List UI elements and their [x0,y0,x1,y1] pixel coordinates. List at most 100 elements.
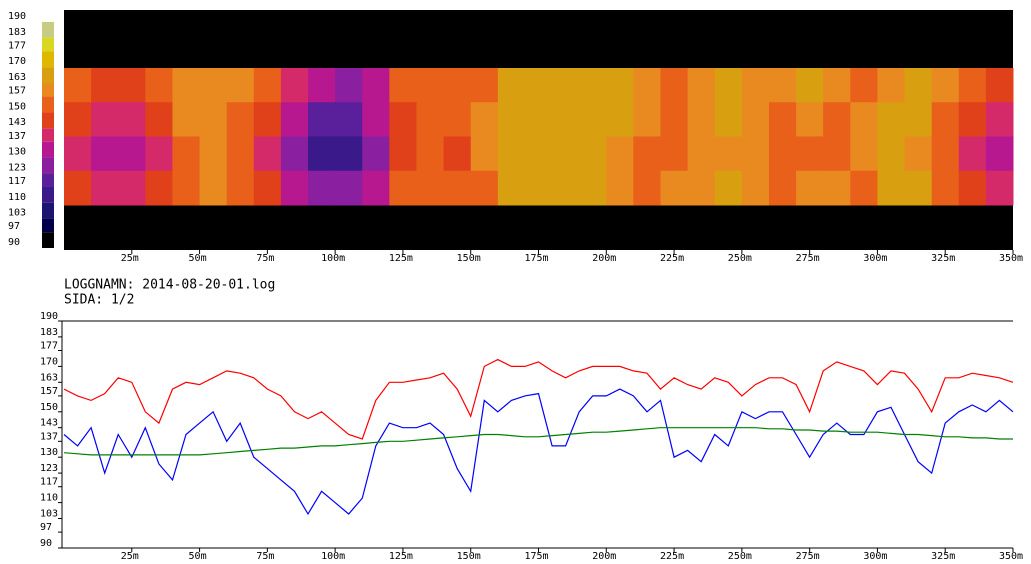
colorbar-band [42,173,54,187]
y-tick-label: 190 [40,311,58,322]
colorbar-band [42,96,54,113]
heat-cell [823,102,851,137]
y-tick-label: 137 [40,431,58,442]
heat-cell [579,136,607,172]
heat-cell [362,170,390,206]
y-tick-label: 143 [40,418,58,429]
y-tick-label: 177 [40,341,58,352]
heat-cell [308,68,336,103]
heat-cell [253,170,282,206]
y-tick-label: 183 [40,327,58,338]
heat-cell [335,170,363,206]
heat-cell [931,68,960,103]
heat-cell [660,136,689,172]
heat-cell [552,136,580,172]
y-tick-label: 157 [40,386,58,397]
colorbar-label: 163 [8,72,26,83]
heat-cell [796,68,824,103]
heat-cell [579,170,607,206]
heat-cell [91,170,119,206]
x-tick-label: 150m [457,253,481,264]
y-tick-label: 170 [40,356,58,367]
heat-cell [796,136,824,172]
heat-cell [633,136,662,172]
colorbar-label: 123 [8,162,26,173]
heat-cell [145,136,173,172]
heat-cell [416,170,445,206]
x-tick-label: 350m [999,253,1023,264]
y-tick-label: 110 [40,493,58,504]
colorbar-band [42,157,54,174]
heat-cell [741,170,770,206]
heat-cell [443,102,472,137]
colorbar-label: 190 [8,11,26,22]
colorbar-label: 110 [8,192,26,203]
x-tick-label: 275m [796,551,820,562]
heat-cell [253,102,282,137]
x-tick-label: 325m [931,253,955,264]
x-tick-label: 300m [863,551,887,562]
heat-cell [904,102,933,137]
heat-cell [470,136,499,172]
heat-cell [172,102,201,137]
heat-cell [118,170,146,206]
colorbar-label: 157 [8,86,26,97]
x-tick-label: 150m [457,551,481,562]
heat-cell [579,102,607,137]
colorbar-band [42,67,54,84]
heat-cell [118,102,146,137]
heat-cell [524,136,553,172]
heat-cell [308,170,336,206]
heat-cell [714,102,743,137]
heat-cell [958,102,987,137]
colorbar-band [42,37,54,52]
x-tick-label: 300m [863,253,887,264]
heat-cell [552,170,580,206]
colorbar-label: 183 [8,27,26,38]
heat-cell [958,170,987,206]
heat-cell [118,136,146,172]
heat-cell [497,102,526,137]
heat-cell [714,170,743,206]
colorbar-label: 90 [8,237,20,248]
heat-cell [958,136,987,172]
heat-cell [768,102,797,137]
heat-cell [741,136,770,172]
x-tick-label: 175m [524,551,548,562]
heat-cell [552,102,580,137]
colorbar-label: 97 [8,221,20,232]
heat-cell [823,68,851,103]
heat-cell [389,68,417,103]
x-tick-label: 75m [256,551,274,562]
x-tick-label: 200m [592,253,616,264]
heat-cell [904,68,933,103]
heat-cell [660,170,689,206]
heat-cell [172,136,201,172]
heat-cell [877,136,906,172]
heat-cell [362,102,390,137]
heat-cell [362,136,390,172]
heat-cell [877,170,906,206]
heat-cell [823,170,851,206]
heat-cell [985,136,1014,172]
x-tick-label: 350m [999,551,1023,562]
log-name: LOGGNAMN: 2014-08-20-01.log [64,278,275,293]
heat-cell [91,102,119,137]
heat-cell [64,136,92,172]
heat-cell [606,136,634,172]
y-tick-label: 163 [40,372,58,383]
y-tick-label: 150 [40,402,58,413]
heat-cell [714,68,743,103]
heat-cell [64,102,92,137]
heat-cell [280,68,309,103]
heat-cell [416,68,445,103]
heat-cell [389,170,417,206]
x-tick-label: 225m [660,253,684,264]
series-line [63,388,1014,516]
heat-cell [443,68,472,103]
heat-cell [118,68,146,103]
x-tick-label: 50m [189,253,207,264]
colorbar-band [42,202,54,219]
heat-cell [335,102,363,137]
